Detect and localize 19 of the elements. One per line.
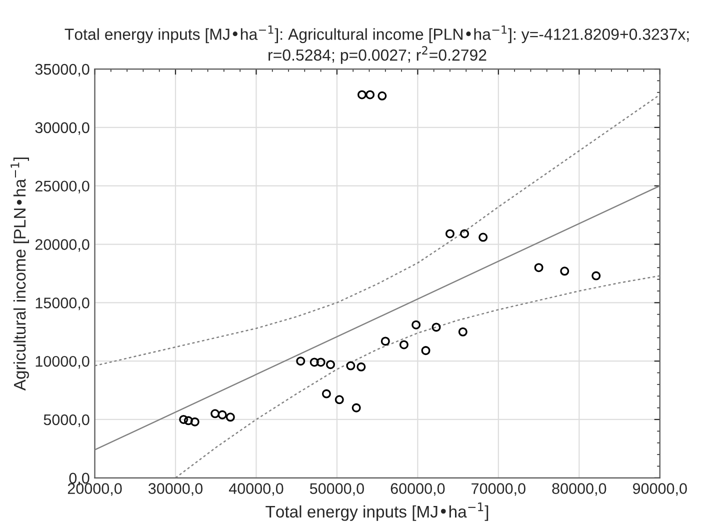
x-axis-title: Total energy inputs [MJ•ha$^{−1}$] [266, 502, 488, 521]
x-tick-label: 70000,0 [472, 483, 526, 496]
y-tick-label: 20000,0 [35, 239, 90, 252]
x-tick-label: 80000,0 [552, 483, 606, 496]
x-tick-label: 60000,0 [390, 483, 445, 496]
x-tick-label: 90000,0 [632, 483, 687, 496]
x-tick-label: 50000,0 [310, 483, 364, 496]
y-tick-label: 25000,0 [35, 180, 90, 194]
x-tick-label: 20000,0 [68, 483, 122, 496]
y-axis-title: Agricultural income [PLN•ha$^{−1}$] [10, 158, 29, 391]
y-tick-label: 30000,0 [35, 122, 90, 135]
y-tick-label: 0,0 [69, 472, 90, 486]
x-tick-label: 30000,0 [148, 483, 203, 496]
y-tick-label: 5000,0 [44, 414, 90, 427]
y-tick-label: 10000,0 [36, 356, 90, 369]
y-tick-label: 35000,0 [35, 64, 90, 77]
y-tick-label: 15000,0 [36, 298, 90, 310]
x-tick-label: 40000,0 [228, 483, 284, 496]
chart-title: Total energy inputs [MJ•ha$^{−1}$]: Agricultural income [PLN•ha$^{−1}$]: y=-4121.8209+0.3237x; r=0.5284; p=0.0027; r$^{2}$=0.2792 [64, 26, 689, 64]
